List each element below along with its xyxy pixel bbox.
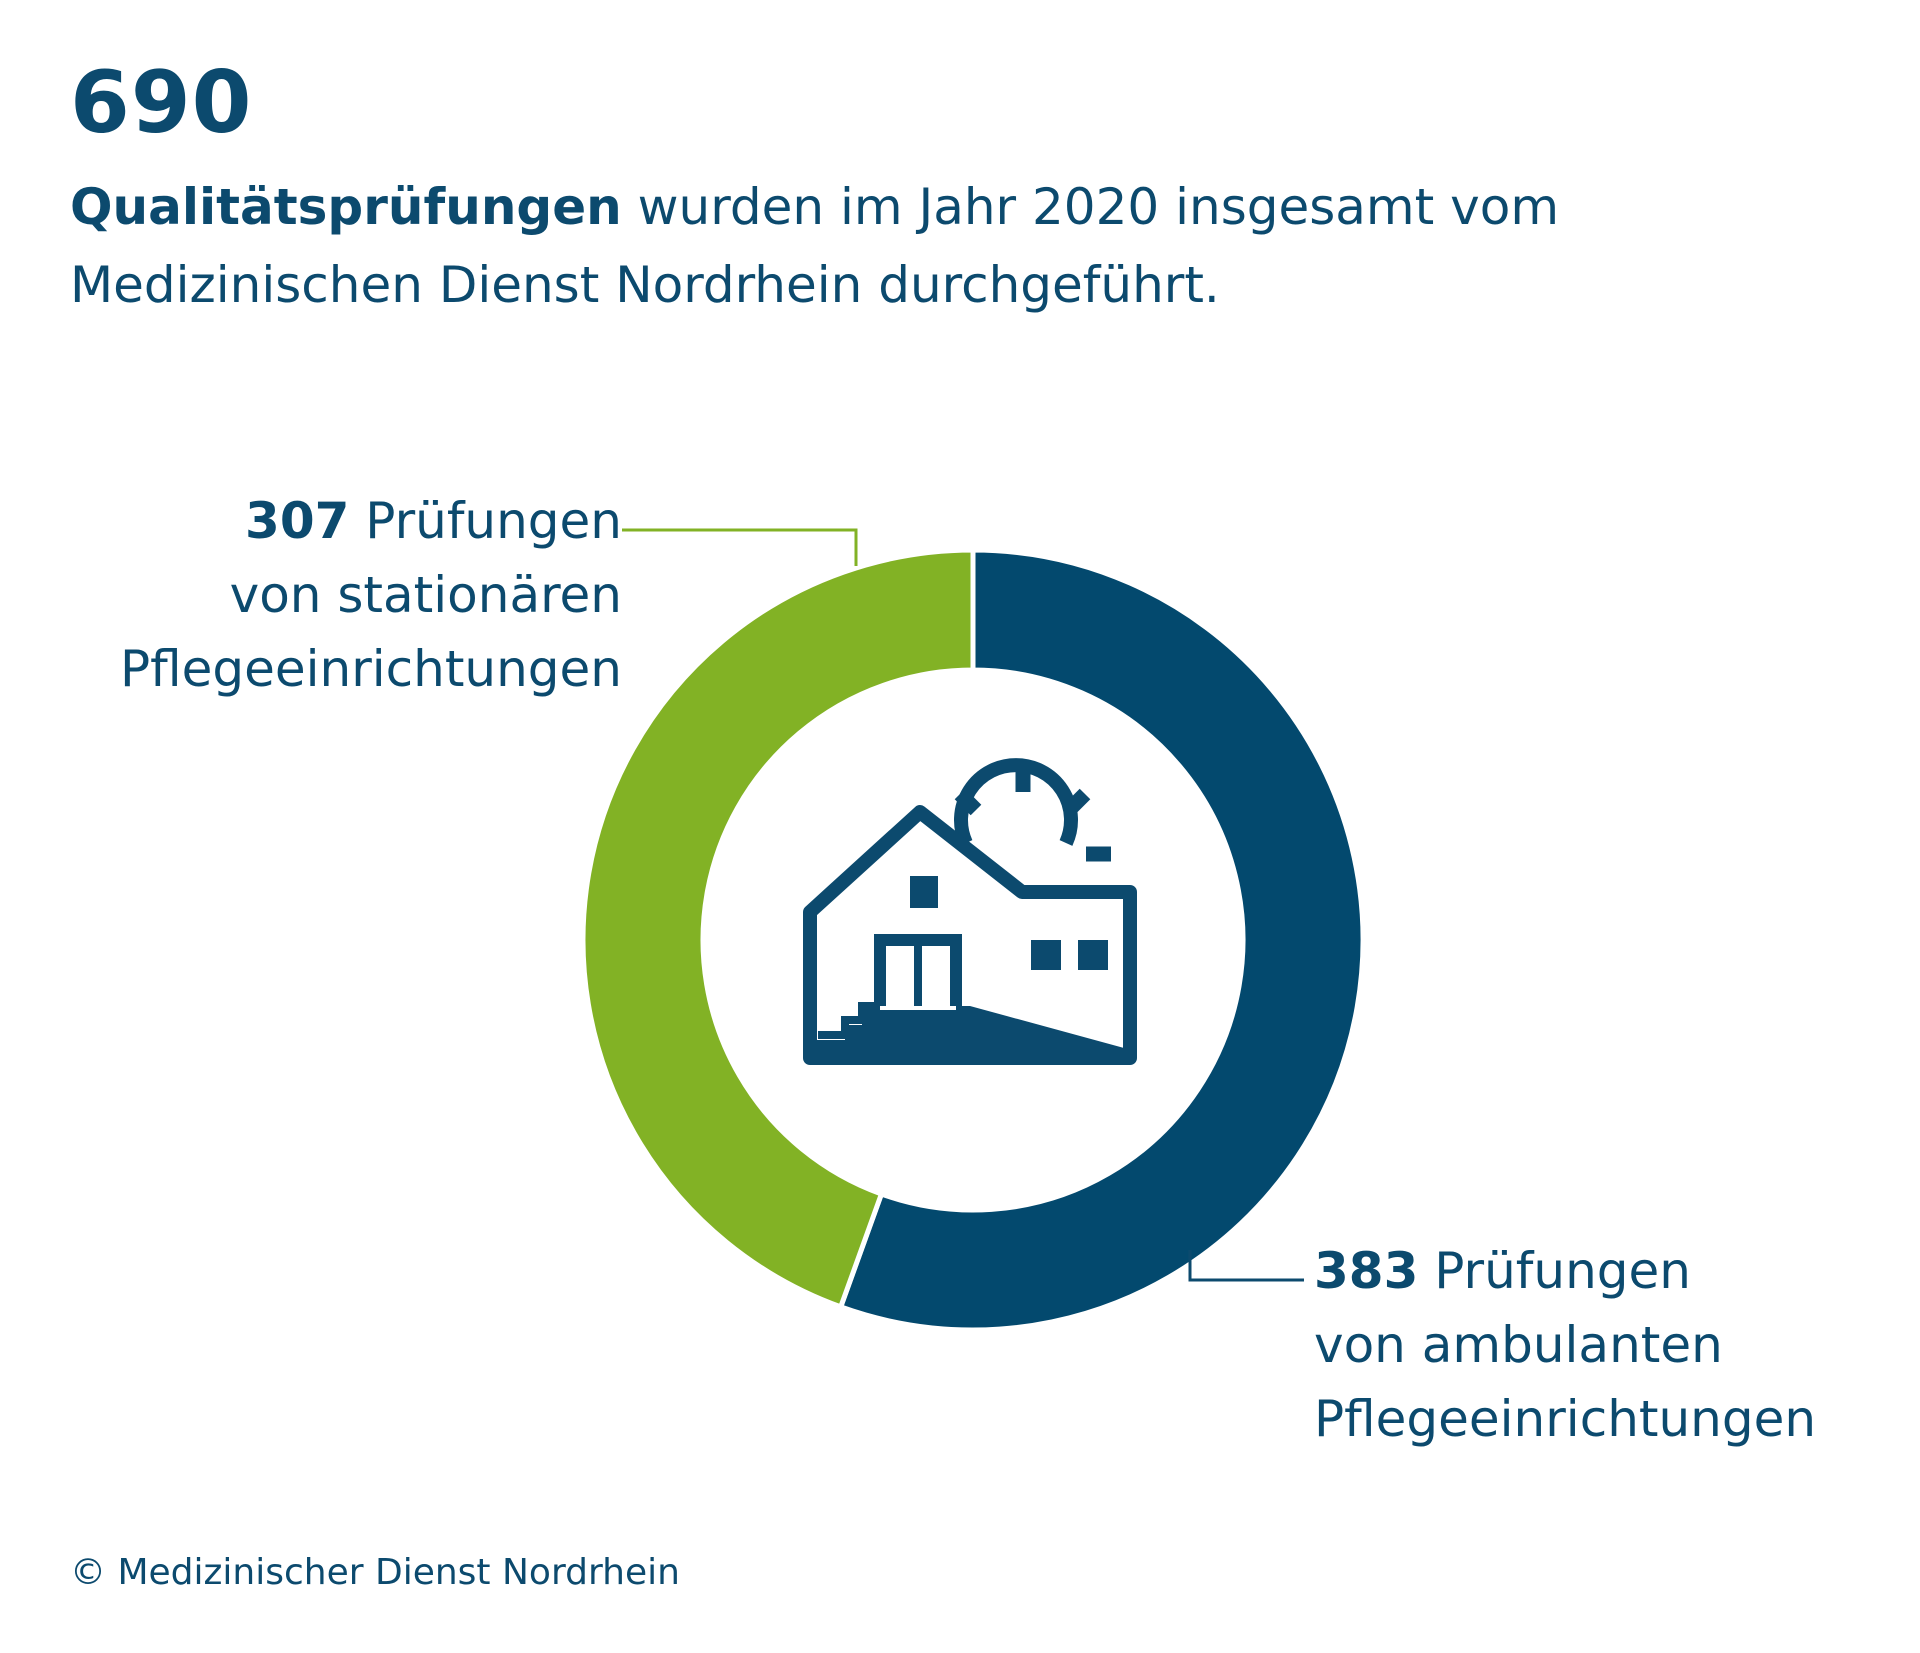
house-with-sun-icon [803,758,1137,1065]
total-number: 690 [70,53,253,153]
headline: 690 Qualitätsprüfungen wurden im Jahr 20… [70,60,1670,324]
callout-stationaer-line2: von stationären [229,566,622,624]
donut-slice-stationaer [580,547,976,1311]
callout-ambulant: 383 Prüfungen von ambulanten Pflegeeinri… [1314,1234,1816,1456]
intro-bold: Qualitätsprüfungen [70,178,622,236]
callout-ambulant-line1: Prüfungen [1418,1242,1691,1300]
leader-line-ambulant [1188,1250,1304,1282]
intro-text: Qualitätsprüfungen wurden im Jahr 2020 i… [70,168,1670,324]
donut-slice-ambulant [837,547,1366,1333]
callout-stationaer: 307 Prüfungen von stationären Pflegeeinr… [120,484,622,706]
callout-stationaer-value: 307 [245,492,350,550]
callout-ambulant-line3: Pflegeeinrichtungen [1314,1390,1817,1448]
callout-ambulant-line2: von ambulanten [1314,1316,1723,1374]
callout-stationaer-line3: Pflegeeinrichtungen [119,640,622,698]
copyright-text: © Medizinischer Dienst Nordrhein [70,1552,680,1593]
callout-ambulant-value: 383 [1314,1242,1419,1300]
intro-rest: wurden im Jahr 2020 insgesamt vom Medizi… [70,178,1560,314]
leader-line-stationaer [622,528,858,566]
callout-stationaer-line1: Prüfungen [349,492,622,550]
